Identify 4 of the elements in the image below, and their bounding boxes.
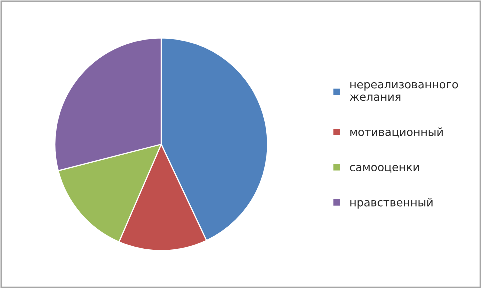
legend-label: нереализованного желания xyxy=(350,82,458,102)
legend-label: самооценки xyxy=(350,165,420,173)
legend-label: мотивационный xyxy=(350,128,443,138)
legend-label: нравственный xyxy=(350,198,433,209)
